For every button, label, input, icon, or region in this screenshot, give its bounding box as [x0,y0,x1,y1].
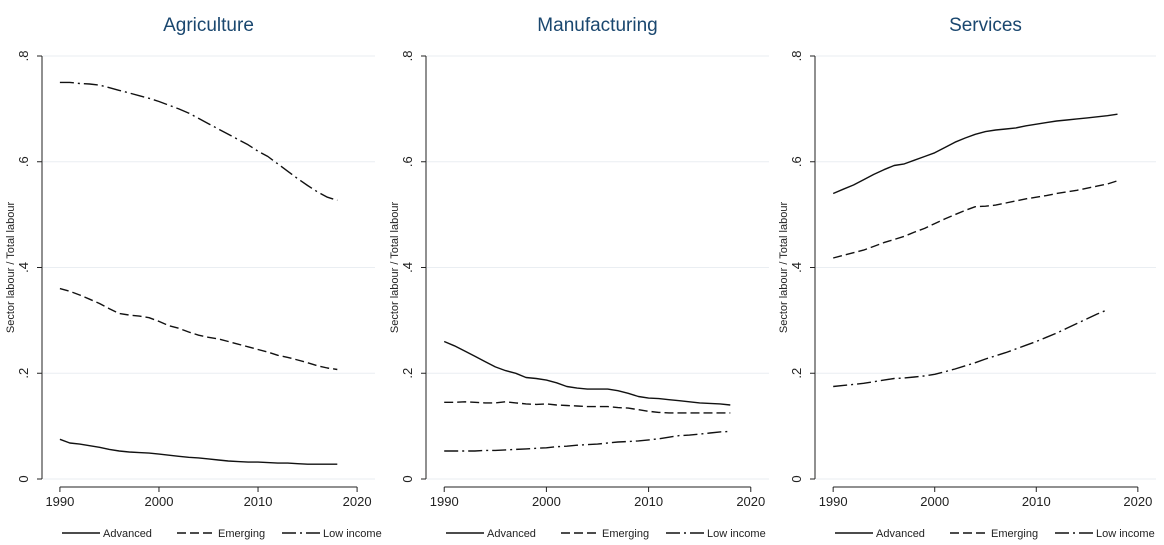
y-axis-label: Sector labour / Total labour [5,202,17,334]
x-tick-label: 2020 [343,494,372,509]
legend-label: Emerging [602,528,649,540]
y-axis-label: Sector labour / Total labour [389,202,401,334]
y-tick-label: .2 [400,368,415,379]
legend-label: Low income [323,528,382,540]
chart-title: Services [949,15,1022,36]
x-tick-label: 2010 [244,494,273,509]
y-tick-label: .4 [16,262,31,273]
legend-label: Advanced [487,528,536,540]
legend-label: Emerging [218,528,265,540]
series-line-low-income [833,309,1108,388]
legend-label: Low income [1096,528,1155,540]
x-tick-label: 1990 [45,494,74,509]
x-tick-label: 1990 [430,494,459,509]
y-tick-label: .4 [789,262,804,273]
y-tick-label: .8 [400,51,415,62]
y-axis-label: Sector labour / Total labour [778,202,790,334]
series-line-low-income [444,430,731,452]
legend-label: Advanced [103,528,152,540]
y-tick-label: .6 [16,156,31,167]
x-tick-label: 2020 [1123,494,1152,509]
legend-label: Advanced [876,528,925,540]
y-tick-label: .2 [789,368,804,379]
x-tick-label: 2010 [1022,494,1051,509]
panel-manufacturing: 0 .2 .4 .6 .8 1990 2000 2010 2020 Sector labour /… [389,15,769,540]
y-tick-label: 0 [16,475,31,482]
y-tick-label: .8 [16,51,31,62]
y-tick-label: .8 [789,51,804,62]
chart-title: Manufacturing [537,15,657,36]
panel-agriculture: 0 .2 .4 .6 .8 1990 2000 2010 2020 Sector labour /… [5,15,382,540]
y-tick-label: .6 [400,156,415,167]
series-line-advanced [832,113,1118,195]
legend-label: Low income [707,528,766,540]
x-tick-label: 2010 [634,494,663,509]
y-tick-label: .2 [16,368,31,379]
series-line-advanced [59,438,338,465]
series-line-emerging [59,287,338,371]
x-tick-label: 2000 [145,494,174,509]
y-tick-label: .4 [400,262,415,273]
series-line-advanced [443,340,731,406]
panel-services: 0 .2 .4 .6 .8 1990 2000 2010 2020 Sector labour /… [778,15,1156,540]
y-tick-label: 0 [400,475,415,482]
x-tick-label: 2000 [920,494,949,509]
x-tick-label: 1990 [819,494,848,509]
x-tick-label: 2000 [532,494,561,509]
series-line-emerging [833,180,1118,259]
chart-title: Agriculture [163,15,254,36]
x-tick-label: 2020 [736,494,765,509]
legend-label: Emerging [991,528,1038,540]
series-line-low-income [59,81,338,201]
series-line-emerging [444,401,731,414]
y-tick-label: 0 [789,475,804,482]
y-tick-label: .6 [789,156,804,167]
